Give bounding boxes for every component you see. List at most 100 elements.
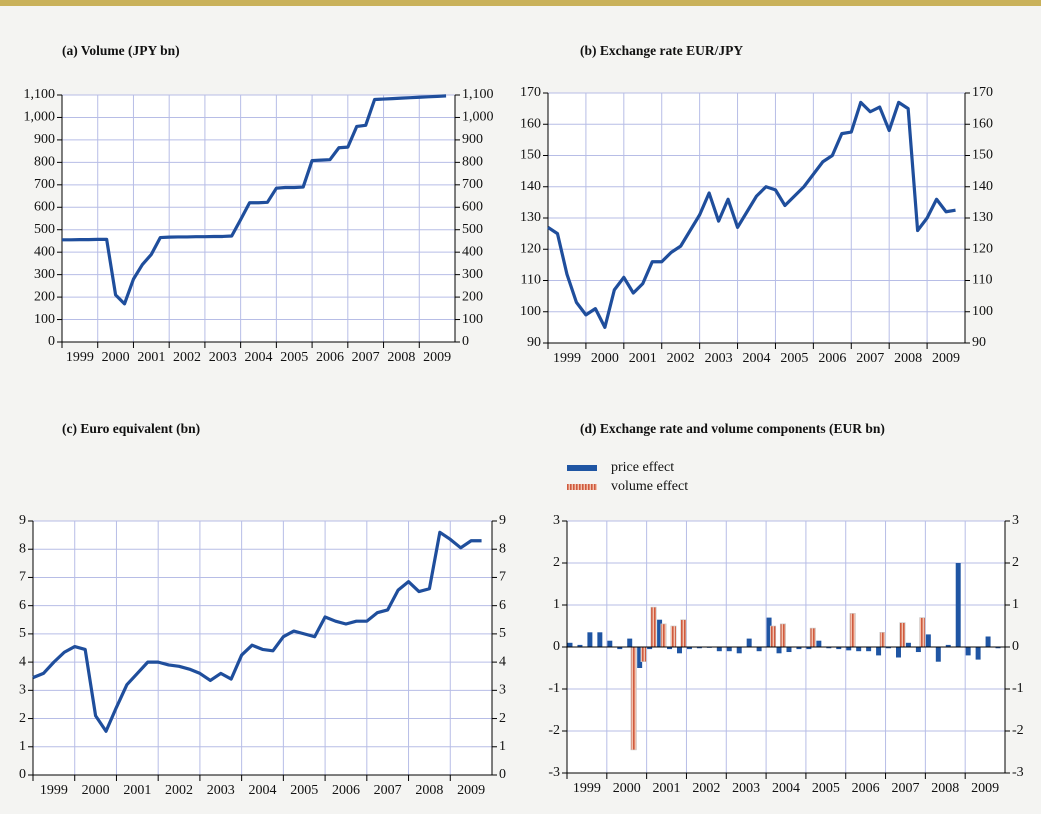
plot-area <box>62 95 455 342</box>
bar <box>676 647 682 654</box>
bar <box>630 646 637 751</box>
x-tick-label: 2002 <box>692 781 720 796</box>
y2-tick-label: 130 <box>972 210 993 225</box>
bar <box>660 623 667 648</box>
y-tick-label: 400 <box>34 244 55 259</box>
x-tick-label: 2006 <box>852 781 880 796</box>
y-tick-label: 8 <box>19 541 26 556</box>
bar <box>726 647 732 652</box>
x-tick-label: 2009 <box>457 783 485 798</box>
y-tick-label: 0 <box>19 767 26 782</box>
y-tick-label: 4 <box>19 654 26 669</box>
chart-title: (a) Volume (JPY bn) <box>62 43 180 58</box>
y2-tick-label: 800 <box>462 155 483 170</box>
bar <box>766 617 772 647</box>
x-tick-label: 2001 <box>653 781 681 796</box>
y-tick-label: 800 <box>34 155 55 170</box>
bar <box>846 647 852 651</box>
bar <box>849 613 856 648</box>
y2-tick-label: 3 <box>499 683 506 698</box>
y-tick-label: 3 <box>19 683 26 698</box>
y-tick-label: 9 <box>19 513 26 528</box>
x-tick-label: 2004 <box>743 351 771 366</box>
x-tick-label: 2003 <box>732 781 760 796</box>
x-tick-label: 2005 <box>290 783 318 798</box>
bar <box>756 647 762 652</box>
bar <box>567 642 573 647</box>
top-bar <box>0 0 1041 6</box>
bar <box>899 622 906 648</box>
bar <box>786 647 792 653</box>
data-line <box>32 530 482 733</box>
bar <box>945 644 951 647</box>
x-tick-label: 2003 <box>207 783 235 798</box>
y2-tick-label: 2 <box>499 711 506 726</box>
bar <box>975 647 981 660</box>
y-tick-label: 160 <box>520 116 541 131</box>
chart-title: (d) Exchange rate and volume components … <box>580 421 885 436</box>
y2-tick-label: -2 <box>1012 723 1024 738</box>
y2-tick-label: 700 <box>462 177 483 192</box>
y-tick-label: 1,100 <box>24 87 56 102</box>
y-tick-label: 900 <box>34 132 55 147</box>
y2-tick-label: 1,100 <box>462 87 494 102</box>
y-tick-label: 2 <box>19 711 26 726</box>
y-tick-label: 500 <box>34 222 55 237</box>
y-tick-label: 0 <box>48 334 55 349</box>
bar <box>895 647 901 658</box>
bar <box>965 647 971 656</box>
x-tick-label: 2006 <box>316 350 344 365</box>
bar <box>587 632 593 647</box>
y2-tick-label: 140 <box>972 179 993 194</box>
y2-tick-label: 110 <box>972 273 992 288</box>
bar <box>577 644 583 647</box>
bar <box>637 647 643 668</box>
chart-title: (c) Euro equivalent (bn) <box>62 421 200 436</box>
y-tick-label: 120 <box>520 241 541 256</box>
x-tick-label: 2008 <box>894 351 922 366</box>
x-tick-label: 2005 <box>280 350 308 365</box>
bar <box>607 640 613 647</box>
y-tick-label: 0 <box>553 639 560 654</box>
x-tick-label: 2004 <box>772 781 800 796</box>
y-tick-label: 1 <box>553 597 560 612</box>
bar <box>919 617 926 648</box>
y-tick-label: 130 <box>520 210 541 225</box>
y-tick-label: 6 <box>19 598 26 613</box>
y-tick-label: 100 <box>34 312 55 327</box>
x-tick-label: 2008 <box>931 781 959 796</box>
y-tick-label: 150 <box>520 148 541 163</box>
y2-tick-label: 1 <box>499 739 506 754</box>
x-tick-label: 1999 <box>66 350 94 365</box>
y-tick-label: 2 <box>553 555 560 570</box>
y-tick-label: 140 <box>520 179 541 194</box>
x-tick-label: 2006 <box>818 351 846 366</box>
x-tick-label: 2007 <box>891 781 919 796</box>
y2-tick-label: 3 <box>1012 513 1019 528</box>
x-tick-label: 2009 <box>971 781 999 796</box>
y2-tick-label: 200 <box>462 289 483 304</box>
bar <box>647 647 653 650</box>
y-tick-label: 200 <box>34 289 55 304</box>
bar <box>779 623 787 648</box>
bar <box>995 647 1001 649</box>
legend-swatch <box>567 484 597 490</box>
y2-tick-label: 2 <box>1012 555 1019 570</box>
x-tick-label: 2002 <box>165 783 193 798</box>
y-tick-label: 300 <box>34 267 55 282</box>
y-tick-label: -1 <box>548 681 560 696</box>
bar <box>657 619 663 647</box>
bar <box>886 647 892 649</box>
y-tick-label: 600 <box>34 199 55 214</box>
bar <box>866 647 872 652</box>
y2-tick-label: 150 <box>972 148 993 163</box>
chart-title: (b) Exchange rate EUR/JPY <box>580 43 743 58</box>
bar <box>905 642 911 647</box>
y-tick-label: 90 <box>527 335 541 350</box>
y2-tick-label: 1,000 <box>462 110 494 125</box>
y2-tick-label: 0 <box>1012 639 1019 654</box>
x-tick-label: 2004 <box>245 350 273 365</box>
y2-tick-label: 0 <box>462 334 469 349</box>
bar <box>617 647 623 650</box>
bar <box>809 627 816 648</box>
